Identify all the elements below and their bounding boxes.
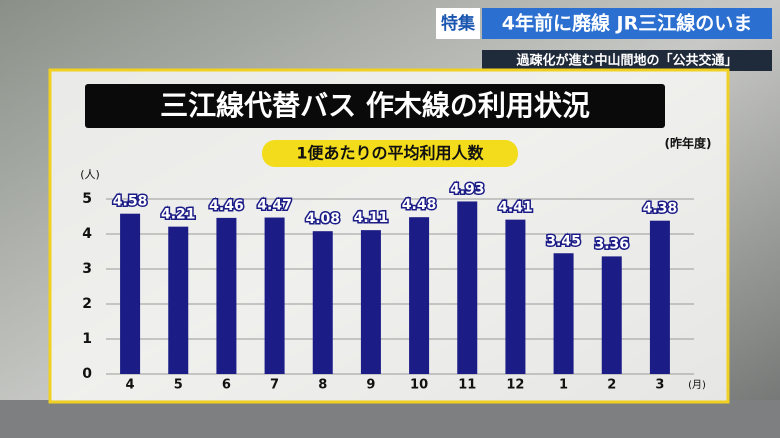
title-box [85, 84, 665, 128]
subtitle-box [262, 140, 518, 167]
value-label: 4.93 [450, 181, 485, 197]
value-label: 4.47 [257, 198, 292, 214]
bar [553, 253, 574, 374]
chart-subtitle: 1便あたりの平均利用人数 [296, 144, 484, 163]
x-tick-label: 9 [366, 378, 375, 393]
headline: 4年前に廃線 JR三江線のいま [502, 12, 753, 35]
chart-title: 三江線代替バス 作木線の利用状況 [160, 89, 590, 122]
value-label: 4.11 [354, 210, 389, 226]
y-axis-label: (人) [80, 168, 100, 181]
bar [168, 226, 189, 374]
bar [264, 217, 285, 374]
y-tick-label: 3 [82, 261, 92, 277]
bar [505, 219, 526, 374]
value-label: 4.21 [161, 207, 196, 223]
value-label: 4.41 [498, 200, 533, 216]
x-tick-label: 12 [506, 378, 524, 393]
value-label: 3.45 [546, 233, 581, 249]
x-tick-label: 4 [126, 378, 135, 393]
x-tick-label: 11 [458, 378, 476, 393]
bar [216, 217, 237, 374]
bar [457, 201, 478, 374]
y-tick-label: 4 [82, 226, 92, 242]
x-tick-label: 6 [222, 378, 231, 393]
value-label: 4.58 [113, 194, 148, 210]
x-tick-label: 3 [655, 378, 664, 393]
x-tick-label: 7 [270, 378, 279, 393]
bar [649, 220, 670, 374]
badge: 特集 [441, 13, 476, 34]
x-tick-label: 1 [559, 378, 568, 393]
value-label: 4.08 [305, 211, 340, 227]
subheadline-box [482, 50, 772, 71]
value-label: 4.38 [643, 201, 678, 217]
value-label: 4.46 [209, 198, 244, 214]
x-axis-label: (月) [688, 379, 706, 391]
y-tick-label: 2 [82, 296, 92, 312]
x-tick-label: 8 [318, 378, 327, 393]
bar [120, 213, 141, 374]
y-tick-label: 5 [82, 191, 92, 207]
badge-box [436, 8, 480, 39]
x-tick-label: 10 [410, 378, 428, 393]
x-tick-label: 2 [607, 378, 616, 393]
period-note: (昨年度) [665, 136, 712, 151]
bar [312, 231, 333, 374]
bar [360, 230, 381, 374]
y-tick-label: 1 [82, 331, 92, 347]
bar [601, 256, 622, 374]
value-label: 4.48 [402, 197, 437, 213]
y-tick-label: 0 [82, 366, 92, 382]
road [0, 400, 780, 438]
subheadline: 過疎化が進む中山間地の「公共交通」 [515, 53, 737, 69]
value-label: 3.36 [594, 236, 629, 252]
x-tick-label: 5 [174, 378, 183, 393]
headline-box [482, 8, 772, 39]
bar [409, 217, 430, 374]
